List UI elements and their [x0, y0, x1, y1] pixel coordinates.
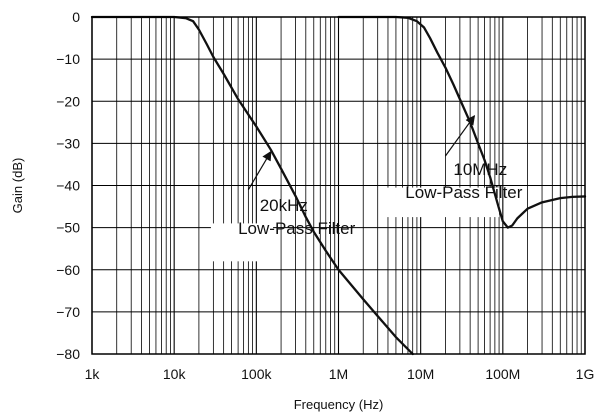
x-tick-label: 1k	[85, 366, 101, 382]
y-tick-label: −60	[56, 262, 80, 278]
x-tick-label: 10M	[407, 366, 434, 382]
x-tick-label: 100k	[241, 366, 272, 382]
annotation-line-1-2: Low-Pass Filter	[238, 219, 355, 238]
x-tick-label: 1M	[329, 366, 348, 382]
y-tick-label: −80	[56, 346, 80, 362]
y-tick-label: −30	[56, 135, 80, 151]
y-tick-label: −50	[56, 220, 80, 236]
y-tick-label: −20	[56, 93, 80, 109]
x-tick-label: 10k	[163, 366, 187, 382]
y-tick-label: −10	[56, 51, 80, 67]
x-tick-label: 1G	[576, 366, 595, 382]
y-tick-label: −40	[56, 178, 80, 194]
annotation-line-2-2: Low-Pass Filter	[405, 183, 522, 202]
annotation-line-1-1: 20kHz	[260, 196, 308, 215]
y-tick-label: 0	[72, 9, 80, 25]
y-axis-title: Gain (dB)	[10, 158, 25, 214]
x-tick-label: 100M	[485, 366, 520, 382]
y-tick-label: −70	[56, 304, 80, 320]
annotation-line-2-1: 10MHz	[453, 160, 507, 179]
x-axis-title: Frequency (Hz)	[294, 397, 384, 412]
